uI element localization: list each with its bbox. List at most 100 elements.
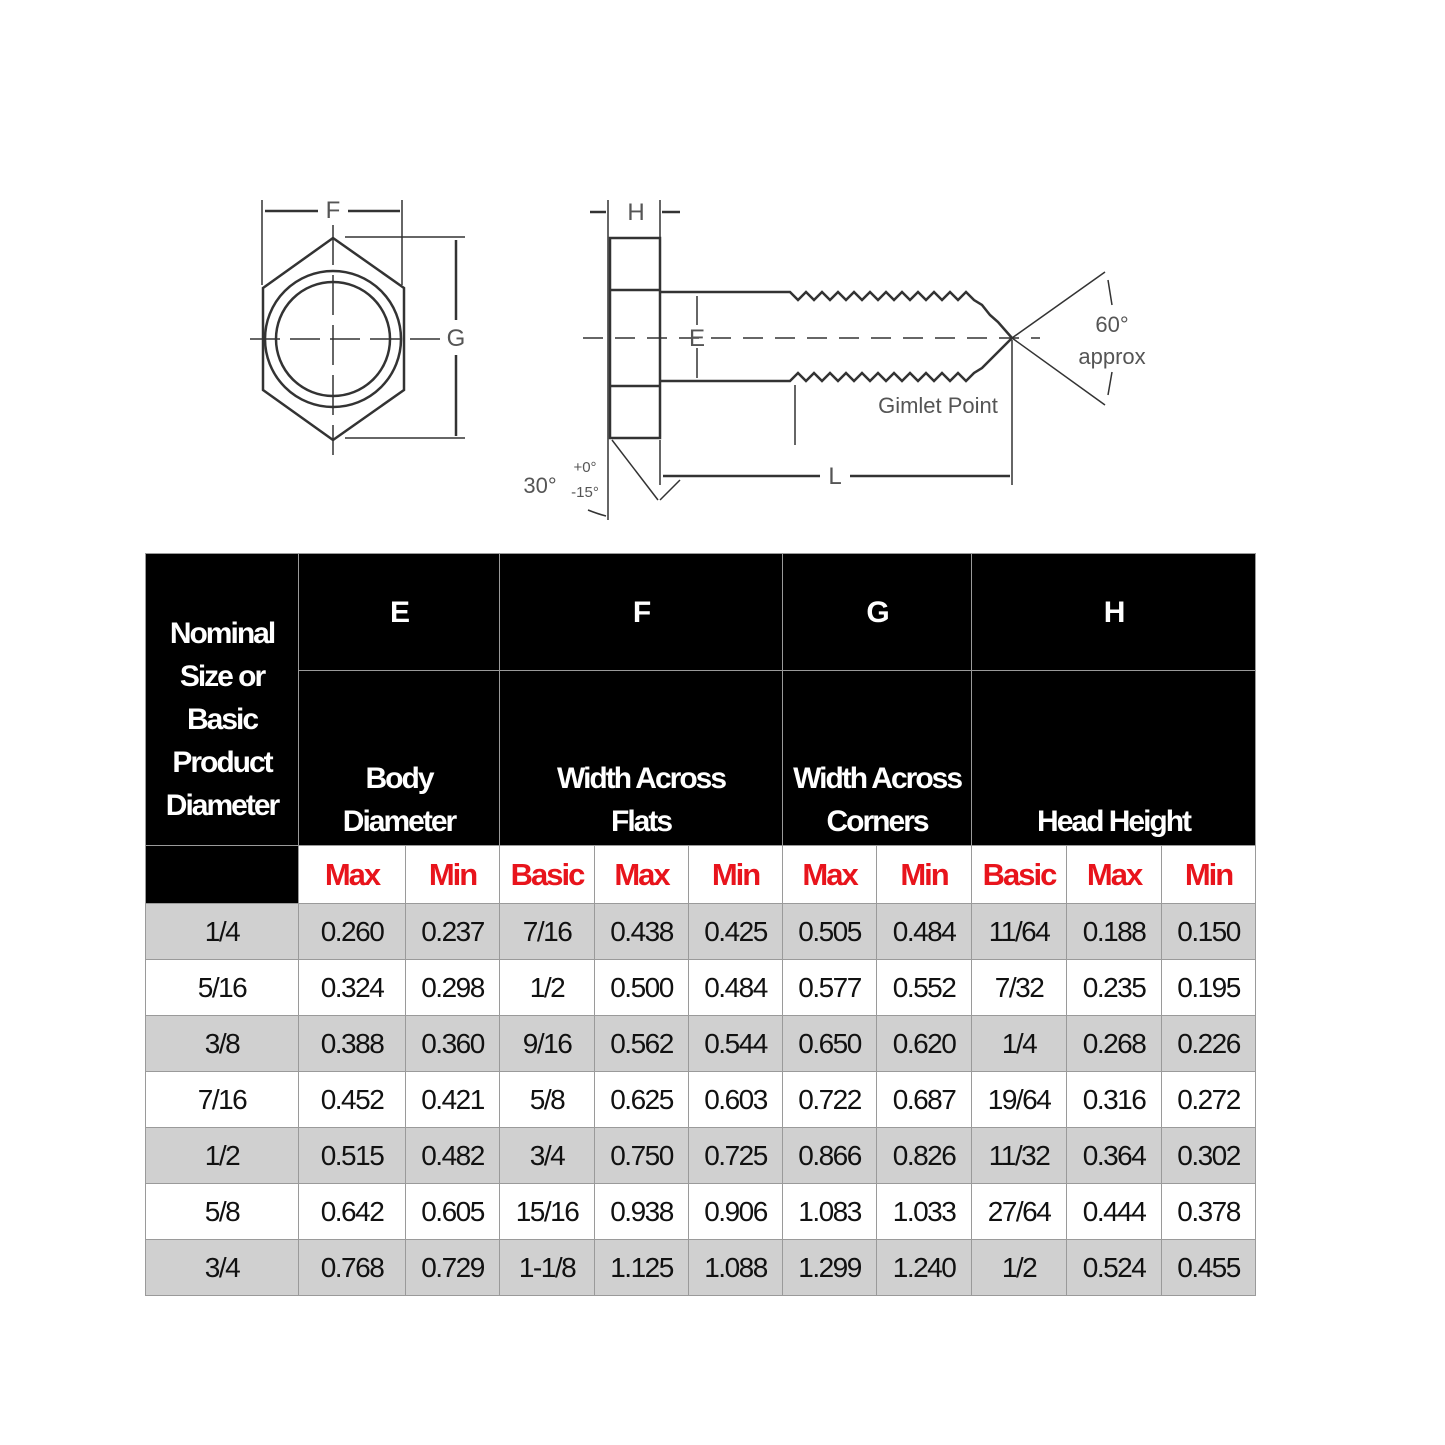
- header-line: Diameter: [165, 789, 280, 822]
- header-line: Body: [365, 762, 435, 795]
- table-cell: 0.388: [298, 1015, 406, 1072]
- table-cell: 0.237: [404, 903, 501, 960]
- table-cell: 15/16: [499, 1183, 596, 1240]
- table-cell: 7/32: [971, 959, 1068, 1016]
- table-cell: 0.438: [594, 903, 690, 960]
- header-line: Head Height: [1037, 805, 1192, 838]
- table-row: 7/16 0.452 0.421 5/8 0.625 0.603 0.722 0.687 19/…: [145, 1071, 1257, 1128]
- table-cell: 0.482: [404, 1127, 501, 1184]
- table-cell: 1.083: [782, 1183, 878, 1240]
- header-head-height: Head Height: [971, 670, 1257, 846]
- table-cell: 1.088: [688, 1239, 784, 1296]
- nominal-size-cell: 1/2: [145, 1127, 299, 1184]
- table-cell: 0.577: [782, 959, 878, 1016]
- table-row: 1/4 0.260 0.237 7/16 0.438 0.425 0.505 0.484 11/…: [145, 903, 1257, 960]
- table-cell: 0.524: [1066, 1239, 1163, 1296]
- table-cell: 0.562: [594, 1015, 690, 1072]
- table-cell: 0.906: [688, 1183, 784, 1240]
- label-G: G: [447, 325, 466, 352]
- table-cell: 0.260: [298, 903, 406, 960]
- header-F: F: [499, 553, 784, 671]
- table-cell: 0.452: [298, 1071, 406, 1128]
- table-cell: 0.188: [1066, 903, 1163, 960]
- hex-head-end-view: [250, 200, 465, 455]
- label-tol-plus: +0°: [573, 459, 596, 476]
- table-cell: 0.268: [1066, 1015, 1163, 1072]
- table-row: 5/8 0.642 0.605 15/16 0.938 0.906 1.083 1.033 27…: [145, 1183, 1257, 1240]
- table-cell: 0.364: [1066, 1127, 1163, 1184]
- table-cell: 1.240: [876, 1239, 973, 1296]
- table-cell: 0.425: [688, 903, 784, 960]
- table-row: 1/2 0.515 0.482 3/4 0.750 0.725 0.866 0.826 11/3…: [145, 1127, 1257, 1184]
- subheader-basic: Basic: [499, 845, 596, 904]
- table-cell: 0.768: [298, 1239, 406, 1296]
- table-cell: 0.750: [594, 1127, 690, 1184]
- header-line: Nominal: [169, 617, 276, 650]
- header-line: Width Across: [557, 762, 727, 795]
- table-cell: 0.302: [1161, 1127, 1257, 1184]
- label-F: F: [326, 197, 341, 224]
- table-cell: 0.620: [876, 1015, 973, 1072]
- table-cell: 0.455: [1161, 1239, 1257, 1296]
- table-cell: 1.033: [876, 1183, 973, 1240]
- table-cell: 0.642: [298, 1183, 406, 1240]
- table-cell: 0.298: [404, 959, 501, 1016]
- table-row: 5/16 0.324 0.298 1/2 0.500 0.484 0.577 0.552 7/3…: [145, 959, 1257, 1016]
- table-cell: 1-1/8: [499, 1239, 596, 1296]
- table-cell: 5/8: [499, 1071, 596, 1128]
- table-cell: 0.866: [782, 1127, 878, 1184]
- table-cell: 0.316: [1066, 1071, 1163, 1128]
- table-cell: 0.544: [688, 1015, 784, 1072]
- header-H: H: [971, 553, 1257, 671]
- table-cell: 0.729: [404, 1239, 501, 1296]
- table-cell: 0.500: [594, 959, 690, 1016]
- table-cell: 1.125: [594, 1239, 690, 1296]
- table-cell: 0.444: [1066, 1183, 1163, 1240]
- table-cell: 0.650: [782, 1015, 878, 1072]
- table-cell: 0.938: [594, 1183, 690, 1240]
- subheader-max: Max: [782, 845, 878, 904]
- table-cell: 0.603: [688, 1071, 784, 1128]
- header-line: Corners: [826, 805, 930, 838]
- subheader-max: Max: [594, 845, 690, 904]
- subheader-min: Min: [876, 845, 973, 904]
- label-gimlet-point: Gimlet Point: [878, 393, 998, 418]
- label-60-degree: 60°: [1095, 312, 1128, 337]
- header-line: Flats: [611, 805, 673, 838]
- header-line: Diameter: [342, 805, 457, 838]
- header-G: G: [782, 553, 973, 671]
- nominal-size-cell: 3/4: [145, 1239, 299, 1296]
- table-cell: 0.195: [1161, 959, 1257, 1016]
- header-width-across-flats: Width Across Flats: [499, 670, 784, 846]
- table-cell: 0.484: [688, 959, 784, 1016]
- subheader-max: Max: [1066, 845, 1163, 904]
- table-cell: 0.235: [1066, 959, 1163, 1016]
- table-cell: 27/64: [971, 1183, 1068, 1240]
- nominal-size-cell: 3/8: [145, 1015, 299, 1072]
- label-approx: approx: [1078, 344, 1145, 369]
- header-line: Size or: [179, 660, 266, 693]
- table-cell: 0.605: [404, 1183, 501, 1240]
- table-cell: 0.515: [298, 1127, 406, 1184]
- label-H: H: [627, 199, 644, 226]
- label-E: E: [689, 325, 705, 352]
- nominal-size-cell: 5/8: [145, 1183, 299, 1240]
- subheader-min: Min: [688, 845, 784, 904]
- table-cell: 0.625: [594, 1071, 690, 1128]
- header-line: Width Across: [793, 762, 963, 795]
- table-cell: 0.272: [1161, 1071, 1257, 1128]
- table-cell: 0.552: [876, 959, 973, 1016]
- table-cell: 1.299: [782, 1239, 878, 1296]
- table-cell: 0.150: [1161, 903, 1257, 960]
- table-cell: 0.226: [1161, 1015, 1257, 1072]
- subheader-row: Max Min Basic Max Min Max Min Basic Max Min: [145, 845, 1257, 904]
- table-row: 3/4 0.768 0.729 1-1/8 1.125 1.088 1.299 1.240 1/…: [145, 1239, 1257, 1296]
- table-cell: 0.378: [1161, 1183, 1257, 1240]
- table-cell: 3/4: [499, 1127, 596, 1184]
- table-cell: 11/64: [971, 903, 1068, 960]
- table-cell: 0.360: [404, 1015, 501, 1072]
- table-cell: 7/16: [499, 903, 596, 960]
- table-cell: 0.826: [876, 1127, 973, 1184]
- subheader-blank: [145, 845, 299, 904]
- header-line: Basic: [186, 703, 259, 736]
